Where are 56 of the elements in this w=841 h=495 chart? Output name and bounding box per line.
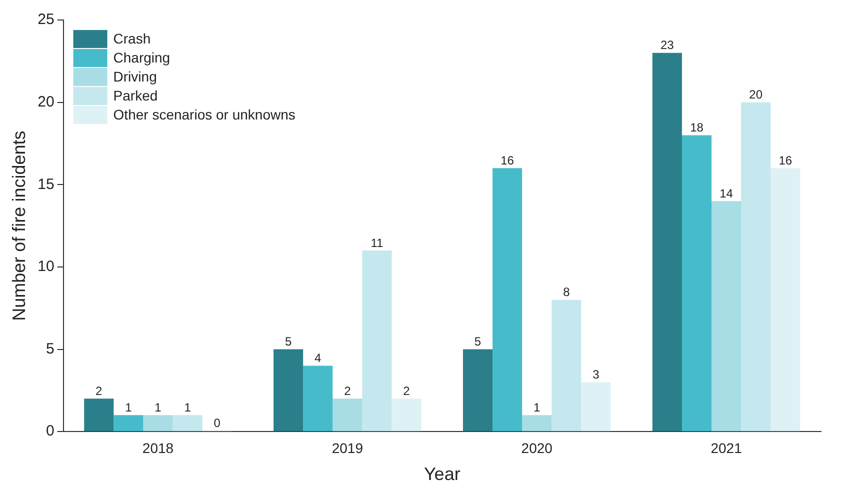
bar — [303, 366, 333, 432]
data-label: 4 — [314, 351, 322, 366]
data-label: 1 — [125, 400, 132, 414]
data-label: 1 — [534, 400, 541, 414]
legend-label: Charging — [113, 49, 170, 66]
data-label: 1 — [154, 400, 162, 414]
data-label: 23 — [660, 38, 674, 52]
bar — [172, 415, 202, 432]
bar — [362, 250, 392, 432]
bar — [462, 349, 493, 432]
bar — [392, 398, 422, 432]
y-tick-label: 20 — [38, 93, 54, 110]
x-tick-label: 2019 — [332, 440, 364, 456]
legend-label: Crash — [113, 30, 151, 46]
y-tick-label: 15 — [38, 176, 54, 193]
data-label: 5 — [474, 334, 482, 349]
data-label: 2 — [403, 384, 410, 398]
data-label: 20 — [749, 88, 763, 102]
data-label: 11 — [370, 236, 384, 250]
bar — [652, 52, 682, 432]
bar — [84, 398, 114, 432]
data-label: 8 — [563, 285, 570, 300]
data-label: 1 — [184, 400, 192, 414]
legend-label: Other scenarios or unknowns — [113, 106, 296, 122]
bar — [552, 300, 582, 432]
bar — [114, 415, 144, 432]
bar — [770, 168, 800, 432]
y-tick-label: 5 — [46, 340, 54, 358]
bar — [332, 398, 362, 432]
bar — [581, 382, 611, 432]
data-label: 0 — [214, 416, 221, 430]
bar — [143, 415, 173, 432]
bar — [522, 415, 552, 432]
x-tick-label: 2020 — [521, 440, 553, 456]
legend-label: Parked — [113, 87, 158, 104]
data-label: 16 — [500, 153, 514, 168]
data-label: 16 — [778, 153, 792, 168]
x-axis-title: Year — [424, 464, 460, 484]
y-tick-label: 25 — [38, 11, 54, 28]
x-tick-label: 2018 — [142, 440, 174, 456]
bar — [492, 168, 522, 432]
bar — [712, 201, 742, 432]
data-label: 14 — [720, 186, 734, 200]
data-label: 3 — [592, 368, 600, 382]
y-tick-label: 0 — [46, 422, 54, 440]
data-label: 2 — [96, 384, 103, 398]
data-label: 5 — [284, 334, 292, 349]
bar — [682, 135, 712, 432]
y-tick-label: 10 — [38, 258, 54, 276]
bar — [274, 349, 304, 432]
data-label: 2 — [344, 384, 352, 398]
y-axis-title: Number of fire incidents — [8, 130, 29, 321]
legend-label: Driving — [113, 68, 157, 84]
x-tick-label: 2021 — [710, 440, 742, 456]
data-label: 18 — [690, 120, 704, 135]
bar — [741, 102, 771, 432]
